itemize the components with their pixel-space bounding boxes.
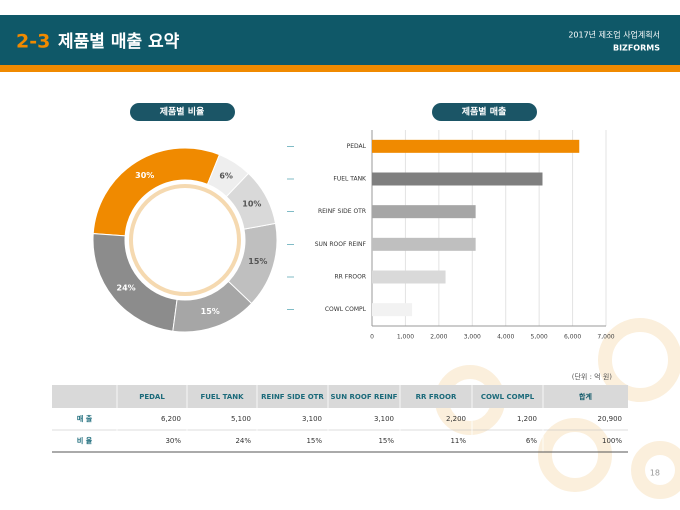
column-header: COWL COMPL: [481, 393, 535, 401]
bar: [372, 270, 446, 284]
x-tick-label: 2,000: [430, 334, 447, 341]
table-cell: 5,100: [231, 415, 251, 423]
y-tick-label: FUEL TANK: [333, 176, 367, 183]
table-cell: 3,100: [302, 415, 322, 423]
x-tick-label: 3,000: [464, 334, 481, 341]
table-cell: 3,100: [374, 415, 394, 423]
table-cell: 6%: [526, 437, 537, 445]
header-stripe: [0, 65, 680, 72]
slice-label: 6%: [219, 172, 233, 181]
slice-label: 15%: [248, 257, 267, 266]
x-tick-label: 5,000: [531, 334, 548, 341]
x-tick-label: 4,000: [497, 334, 514, 341]
x-tick-label: 7,000: [597, 334, 614, 341]
unit-note: (단위 : 억 원): [572, 372, 613, 381]
slice-label: 24%: [117, 284, 136, 293]
column-header: FUEL TANK: [200, 393, 244, 401]
column-header: 합계: [579, 392, 592, 401]
header-title: 제품별 매출 요약: [58, 31, 180, 52]
header-brand: BIZFORMS: [613, 44, 660, 53]
y-tick-label: COWL COMPL: [325, 306, 367, 313]
slice-label: 30%: [135, 171, 154, 180]
donut-slice: [206, 154, 250, 198]
chart-title: 제품별 비율: [160, 106, 205, 118]
pill: [432, 103, 537, 121]
x-tick-label: 6,000: [564, 334, 581, 341]
bar: [372, 303, 413, 317]
bar: [372, 205, 476, 219]
x-tick-label: 1,000: [397, 334, 414, 341]
page-number: 18: [650, 469, 660, 478]
table-cell: 20,900: [598, 415, 623, 423]
table-header: [52, 385, 628, 408]
row-label: 매 출: [77, 414, 93, 423]
table-cell: 2,200: [446, 415, 466, 423]
section-number: 2-3: [16, 31, 50, 53]
pill: [130, 103, 235, 121]
bar: [372, 237, 476, 251]
column-header: REINF SIDE OTR: [261, 393, 324, 401]
column-header: SUN ROOF REINF: [331, 393, 398, 401]
table-cell: 100%: [602, 437, 622, 445]
row-label: 비 율: [77, 436, 93, 445]
chart-title: 제품별 매출: [462, 106, 507, 118]
table-cell: 15%: [378, 437, 394, 445]
table-cell: 24%: [235, 437, 251, 445]
table-cell: 11%: [450, 437, 466, 445]
x-tick-label: 0: [370, 334, 374, 341]
table-cell: 15%: [306, 437, 322, 445]
column-header: PEDAL: [139, 393, 165, 401]
slice-label: 15%: [201, 307, 220, 316]
header-subtitle: 2017년 제조업 사업계획서: [568, 30, 660, 40]
column-header: RR FROOR: [416, 393, 457, 401]
y-tick-label: REINF SIDE OTR: [318, 208, 366, 215]
y-tick-label: SUN ROOF REINF: [315, 241, 367, 248]
table-cell: 30%: [165, 437, 181, 445]
y-tick-label: RR FROOR: [335, 274, 366, 281]
y-tick-label: PEDAL: [347, 143, 367, 150]
bar: [372, 172, 543, 186]
table: PEDAL FUEL TANK REINF SIDE OTR SUN ROOF REI…: [52, 385, 628, 453]
slice-label: 10%: [242, 199, 261, 208]
header-bar: [0, 15, 680, 65]
table-cell: 6,200: [161, 415, 181, 423]
inner-ring: [129, 184, 241, 296]
bar: [372, 139, 580, 153]
table-cell: 1,200: [517, 415, 537, 423]
